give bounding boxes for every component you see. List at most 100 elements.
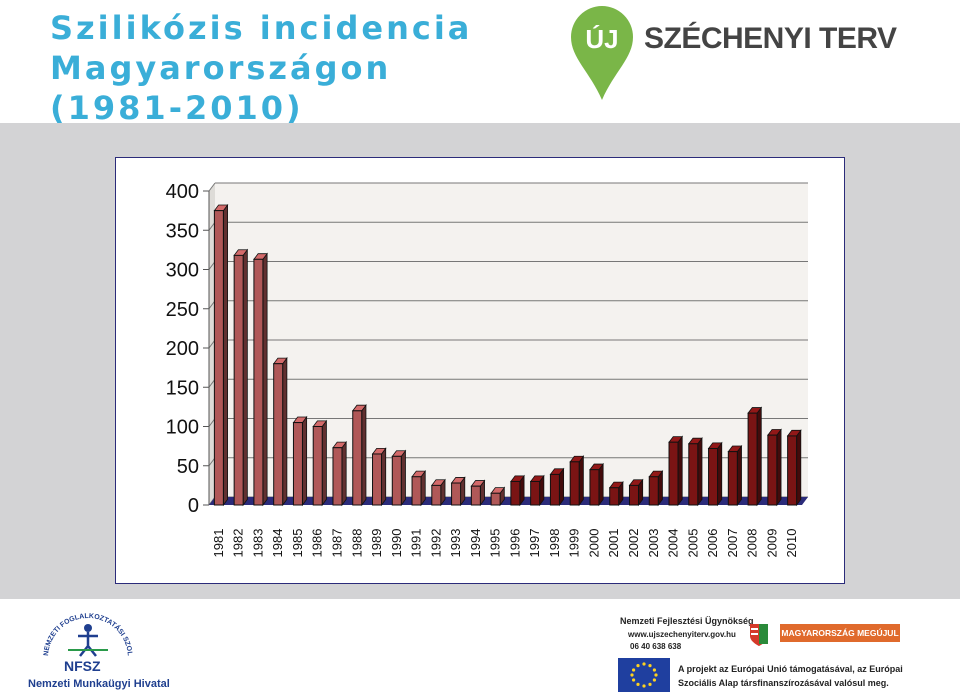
x-tick-label: 1987 bbox=[329, 529, 344, 558]
bar bbox=[569, 461, 580, 506]
agency-phone: 06 40 638 638 bbox=[630, 642, 682, 651]
x-tick-label: 2002 bbox=[626, 529, 641, 558]
x-tick-label: 2009 bbox=[764, 529, 779, 558]
bar bbox=[628, 484, 639, 506]
bar-side bbox=[776, 428, 782, 507]
x-tick-label: 1984 bbox=[270, 529, 285, 558]
x-tick-label: 1985 bbox=[290, 529, 305, 558]
bar bbox=[668, 441, 679, 506]
x-tick-label: 1999 bbox=[567, 529, 582, 558]
bar bbox=[273, 363, 284, 506]
x-tick-label: 1989 bbox=[369, 529, 384, 558]
page-title: Szilikózis incidencia Magyarországon (19… bbox=[50, 8, 472, 128]
bar-side bbox=[578, 455, 584, 507]
y-tick-label: 100 bbox=[166, 417, 199, 439]
bar bbox=[213, 210, 224, 506]
x-tick-label: 2004 bbox=[666, 529, 681, 558]
nfsz-emblem-icon: NEMZETI FOGLALKOZTATÁSI SZOLGÁLAT bbox=[28, 606, 133, 657]
bar bbox=[431, 484, 442, 506]
y-tick-label: 250 bbox=[166, 299, 199, 321]
bar-chart: 0 50 100 150 200 250 300 350 400 1981 1982 1983 1984… bbox=[166, 181, 808, 558]
x-tick-label: 2010 bbox=[784, 529, 799, 558]
bar bbox=[292, 422, 303, 506]
bar bbox=[767, 434, 778, 506]
x-tick-label: 1981 bbox=[211, 529, 226, 558]
bar bbox=[787, 435, 798, 506]
gridline-depth bbox=[208, 182, 216, 192]
nfsz-logo: NEMZETI FOGLALKOZTATÁSI SZOLGÁLAT NFSZ N… bbox=[28, 606, 170, 694]
bar bbox=[530, 480, 541, 506]
bar-side bbox=[341, 440, 347, 507]
bar bbox=[253, 258, 264, 506]
bar bbox=[451, 482, 462, 506]
x-tick-label: 1995 bbox=[488, 529, 503, 558]
y-tick-label: 0 bbox=[188, 495, 199, 517]
y-tick-label: 400 bbox=[166, 181, 199, 203]
bar-side bbox=[598, 462, 604, 507]
bar bbox=[490, 492, 501, 506]
nfsz-full-name: Nemzeti Munkaügyi Hivatal bbox=[28, 678, 170, 690]
x-tick-label: 1993 bbox=[448, 529, 463, 558]
bar bbox=[589, 469, 600, 506]
x-tick-label: 1991 bbox=[409, 529, 424, 558]
agency-name: Nemzeti Fejlesztési Ügynökség bbox=[620, 616, 754, 626]
bar bbox=[747, 412, 758, 506]
title-line-1: Szilikózis incidencia bbox=[50, 9, 473, 47]
bar bbox=[510, 480, 521, 506]
nfsz-short-name: NFSZ bbox=[64, 658, 101, 674]
x-tick-label: 1992 bbox=[428, 529, 443, 558]
bar-side bbox=[222, 203, 228, 507]
map-pin-icon: ÚJ bbox=[571, 6, 633, 100]
bar-side bbox=[400, 449, 406, 507]
bar bbox=[609, 487, 620, 506]
szechenyi-terv-logo: ÚJ SZÉCHENYI TERV bbox=[568, 2, 898, 106]
title-line-2: Magyarországon bbox=[50, 49, 392, 87]
bar bbox=[727, 451, 738, 506]
eu-flag-icon bbox=[618, 658, 670, 692]
eu-funding-line-2: Szociális Alap társfinanszírozásával val… bbox=[678, 678, 889, 688]
x-tick-label: 2003 bbox=[646, 529, 661, 558]
bar-side bbox=[697, 436, 703, 507]
x-tick-label: 1988 bbox=[349, 529, 364, 558]
bar bbox=[233, 254, 244, 506]
bar-side bbox=[717, 441, 723, 507]
bar-side bbox=[302, 415, 308, 507]
bar bbox=[708, 447, 719, 506]
x-tick-label: 2001 bbox=[606, 529, 621, 558]
x-tick-label: 1986 bbox=[310, 529, 325, 558]
x-tick-label: 2007 bbox=[725, 529, 740, 558]
title-line-3: (1981-2010) bbox=[50, 89, 304, 127]
agency-website: www.ujszechenyiterv.gov.hu bbox=[628, 630, 736, 639]
brand-name: SZÉCHENYI TERV bbox=[644, 22, 897, 55]
bar bbox=[332, 447, 343, 506]
bar bbox=[470, 485, 481, 506]
bar bbox=[549, 473, 560, 506]
bar bbox=[352, 410, 363, 506]
chart-frame: 0 50 100 150 200 250 300 350 400 1981 1982 1983 1984… bbox=[115, 157, 845, 584]
x-tick-label: 1997 bbox=[527, 529, 542, 558]
bar-side bbox=[677, 435, 683, 507]
bar-side bbox=[361, 403, 367, 507]
hungary-coat-of-arms-icon bbox=[750, 624, 768, 646]
y-tick-label: 300 bbox=[166, 260, 199, 282]
bar-side bbox=[242, 248, 248, 507]
bar-side bbox=[321, 419, 327, 507]
bar bbox=[312, 426, 323, 506]
bar bbox=[411, 476, 422, 506]
bar bbox=[648, 476, 659, 506]
x-tick-label: 1998 bbox=[547, 529, 562, 558]
bar bbox=[391, 455, 402, 506]
x-tick-label: 2005 bbox=[685, 529, 700, 558]
bar-side bbox=[796, 429, 802, 507]
x-tick-label: 1990 bbox=[389, 529, 404, 558]
x-tick-label: 1982 bbox=[231, 529, 246, 558]
bar-side bbox=[736, 444, 742, 507]
x-tick-label: 1983 bbox=[250, 529, 265, 558]
x-tick-label: 2000 bbox=[586, 529, 601, 558]
bar-side bbox=[282, 356, 288, 507]
y-tick-label: 150 bbox=[166, 377, 199, 399]
x-tick-label: 2006 bbox=[705, 529, 720, 558]
bar-side bbox=[559, 467, 565, 507]
eu-funding-line-1: A projekt az Európai Unió támogatásával,… bbox=[678, 664, 903, 674]
funding-block: Nemzeti Fejlesztési Ügynökség www.ujszec… bbox=[612, 612, 912, 696]
